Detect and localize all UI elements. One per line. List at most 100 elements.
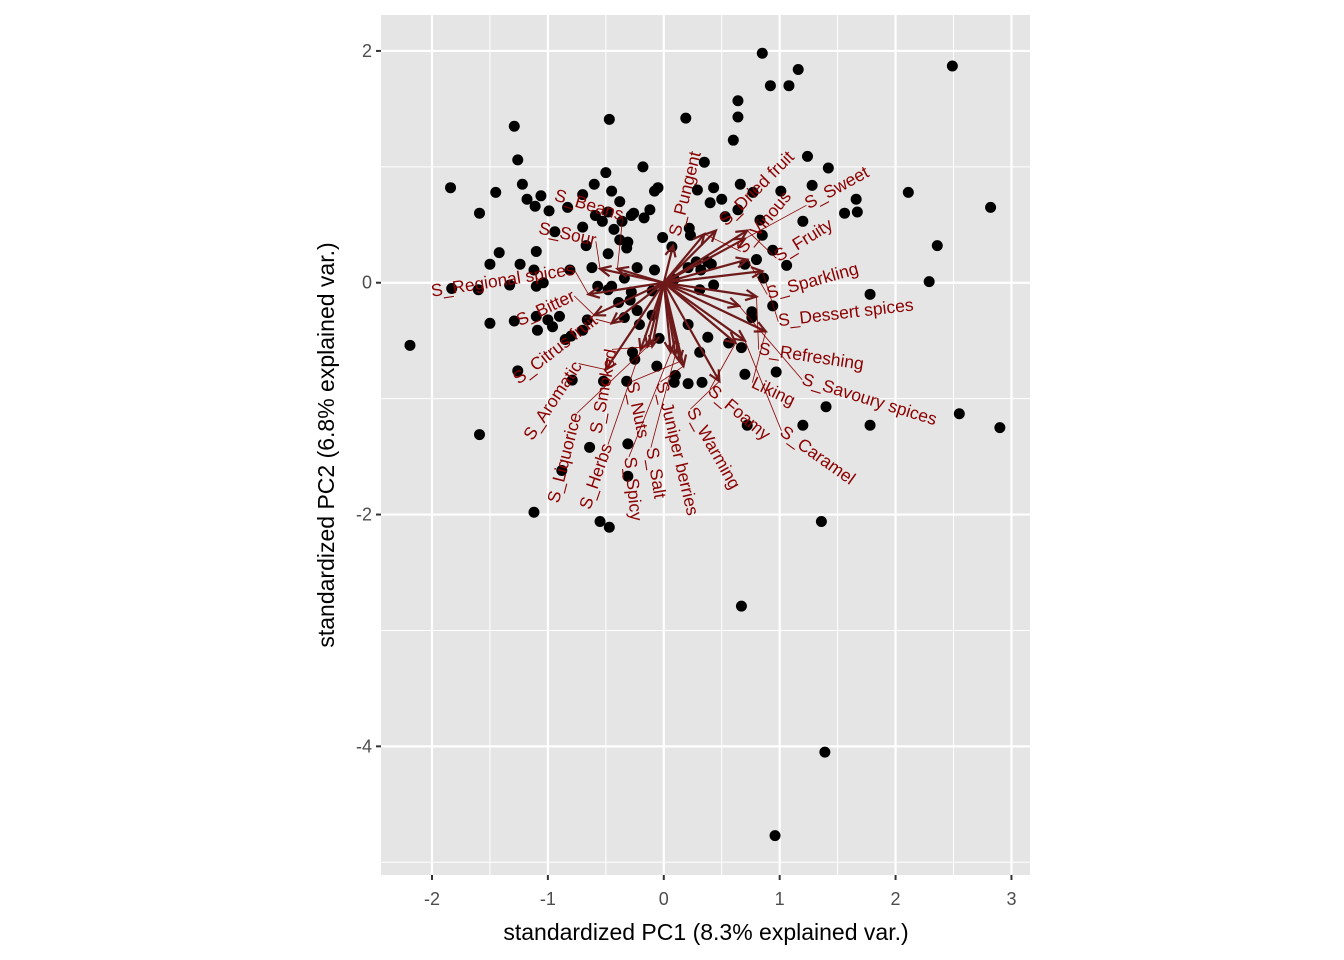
data-point <box>549 226 561 238</box>
label-leader-line <box>650 354 676 448</box>
loading-arrow <box>663 281 740 307</box>
data-point <box>566 374 578 386</box>
loading-arrow <box>663 281 757 298</box>
data-point <box>516 178 528 190</box>
x-tick-label: -1 <box>540 889 556 909</box>
data-point <box>577 221 589 233</box>
data-point <box>691 184 703 196</box>
loading-arrow <box>639 282 665 351</box>
data-point <box>608 223 620 235</box>
data-point <box>732 111 744 123</box>
data-point <box>797 419 809 431</box>
data-point <box>680 112 692 124</box>
loading-arrow <box>663 281 767 333</box>
data-point <box>792 63 804 75</box>
data-point <box>404 339 416 351</box>
x-tick-label: 0 <box>659 889 669 909</box>
label-leader-line <box>612 346 653 350</box>
data-point <box>820 401 832 413</box>
data-point <box>445 182 457 194</box>
data-point <box>668 376 680 388</box>
x-axis-ticks: -2 -1 0 1 2 3 <box>424 875 1016 909</box>
data-point <box>528 506 540 518</box>
data-point <box>631 305 643 317</box>
data-point <box>775 185 787 197</box>
loading-arrow <box>588 281 664 296</box>
data-point <box>781 259 793 271</box>
data-point <box>735 342 747 354</box>
data-point <box>708 182 720 194</box>
data-point <box>602 206 614 218</box>
label-leader-line <box>752 331 767 383</box>
label-leader-line <box>607 349 641 445</box>
data-point <box>719 211 731 223</box>
label-leader-line <box>628 352 672 458</box>
data-point <box>698 156 710 168</box>
data-point <box>702 331 714 343</box>
data-point <box>985 201 997 213</box>
label-leader-lines <box>573 204 807 458</box>
data-point <box>716 193 728 205</box>
label-leader-line <box>660 365 684 383</box>
data-point <box>638 212 650 224</box>
arrowhead <box>664 243 677 258</box>
data-point <box>631 262 643 274</box>
data-point <box>864 419 876 431</box>
y-tick-label: 0 <box>362 273 372 293</box>
data-point <box>625 210 637 222</box>
data-point <box>902 186 914 198</box>
data-point <box>530 245 542 257</box>
data-point <box>530 310 542 322</box>
data-point <box>622 438 634 450</box>
loading-arrow <box>617 267 665 284</box>
data-point <box>504 279 516 291</box>
data-point <box>556 464 568 476</box>
data-point <box>946 60 958 72</box>
data-point <box>644 204 656 216</box>
data-point <box>770 366 782 378</box>
x-tick-label: 2 <box>891 889 901 909</box>
x-axis-title: standardized PC1 (8.3% explained var.) <box>503 919 908 945</box>
data-point <box>741 419 753 431</box>
label-leader-line <box>573 295 595 316</box>
loading-arrow <box>663 237 746 284</box>
data-point <box>577 324 589 336</box>
data-point <box>931 240 943 252</box>
data-point <box>783 80 795 92</box>
data-point <box>797 215 809 227</box>
data-point <box>588 178 600 190</box>
data-point <box>622 470 634 482</box>
data-point <box>535 190 547 202</box>
loading-arrow <box>663 258 748 284</box>
data-point <box>629 353 641 365</box>
label-leader-line <box>744 340 782 431</box>
label-leader-line <box>738 305 803 380</box>
data-point <box>606 185 618 197</box>
data-point <box>493 247 505 259</box>
data-point <box>472 284 484 296</box>
data-point <box>621 242 633 254</box>
data-point <box>594 515 606 527</box>
data-point <box>657 232 669 244</box>
data-point <box>819 746 831 758</box>
data-point <box>603 113 615 125</box>
label-leader-line <box>690 380 720 410</box>
x-tick-label: 3 <box>1006 889 1016 909</box>
data-point <box>767 300 779 312</box>
data-point <box>586 262 598 274</box>
loading-arrow <box>604 282 665 371</box>
label-leader-line <box>595 318 612 324</box>
loading-arrow <box>610 281 665 325</box>
label-leader-line <box>617 216 624 269</box>
data-point <box>490 186 502 198</box>
data-point <box>581 314 593 326</box>
data-point <box>474 207 486 219</box>
data-point <box>512 154 524 166</box>
data-point <box>756 229 768 241</box>
data-point <box>953 408 965 420</box>
data-point <box>747 186 759 198</box>
data-point <box>598 375 610 387</box>
data-point <box>584 441 596 453</box>
label-leader-line <box>746 259 768 295</box>
